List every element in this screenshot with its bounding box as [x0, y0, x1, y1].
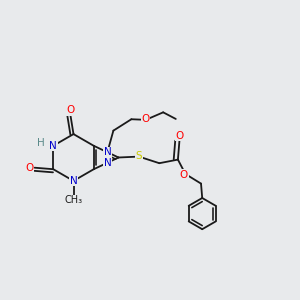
Text: O: O: [180, 169, 188, 180]
Text: S: S: [136, 151, 142, 161]
Text: O: O: [66, 105, 75, 115]
Text: O: O: [142, 114, 150, 124]
Text: H: H: [37, 138, 44, 148]
Text: O: O: [25, 163, 33, 173]
Text: CH₃: CH₃: [64, 195, 82, 205]
Text: N: N: [50, 141, 57, 151]
Text: N: N: [103, 147, 111, 157]
Text: N: N: [103, 158, 111, 168]
Text: N: N: [70, 176, 77, 186]
Text: O: O: [175, 130, 184, 141]
